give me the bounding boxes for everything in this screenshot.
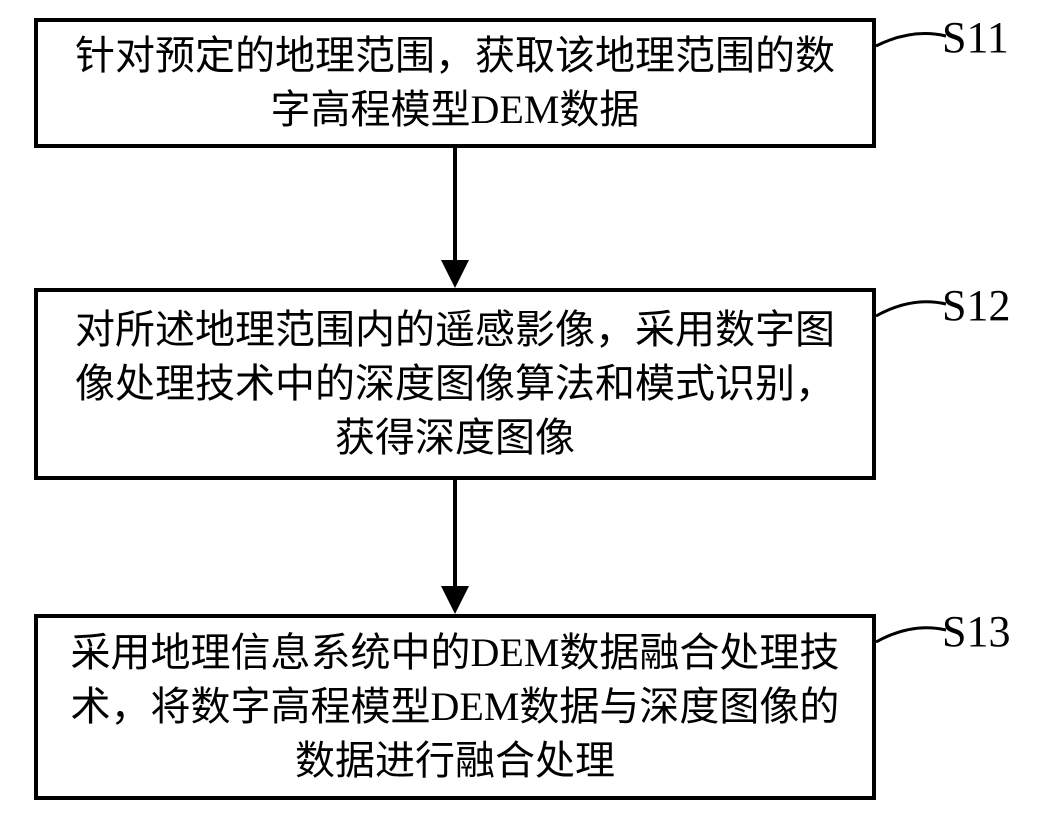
flow-node-s13: 采用地理信息系统中的DEM数据融合处理技术，将数字高程模型DEM数据与深度图像的… bbox=[34, 614, 876, 800]
arrow-s12-to-s13 bbox=[453, 480, 457, 588]
arrow-head-icon bbox=[441, 586, 469, 614]
flow-node-s11: 针对预定的地理范围，获取该地理范围的数字高程模型DEM数据 bbox=[34, 18, 876, 148]
flow-node-text: 对所述地理范围内的遥感影像，采用数字图像处理技术中的深度图像算法和模式识别，获得… bbox=[56, 303, 854, 465]
step-label-s12: S12 bbox=[942, 280, 1010, 331]
callout-s11 bbox=[874, 26, 948, 48]
arrow-s11-to-s12 bbox=[453, 148, 457, 262]
step-label-s13: S13 bbox=[942, 606, 1010, 657]
flowchart-canvas: 针对预定的地理范围，获取该地理范围的数字高程模型DEM数据对所述地理范围内的遥感… bbox=[0, 0, 1058, 817]
arrow-head-icon bbox=[441, 260, 469, 288]
callout-s12 bbox=[874, 294, 948, 318]
flow-node-text: 采用地理信息系统中的DEM数据融合处理技术，将数字高程模型DEM数据与深度图像的… bbox=[56, 626, 854, 788]
callout-s13 bbox=[874, 620, 948, 644]
step-label-s11: S11 bbox=[942, 12, 1009, 63]
flow-node-text: 针对预定的地理范围，获取该地理范围的数字高程模型DEM数据 bbox=[56, 29, 854, 137]
flow-node-s12: 对所述地理范围内的遥感影像，采用数字图像处理技术中的深度图像算法和模式识别，获得… bbox=[34, 288, 876, 480]
